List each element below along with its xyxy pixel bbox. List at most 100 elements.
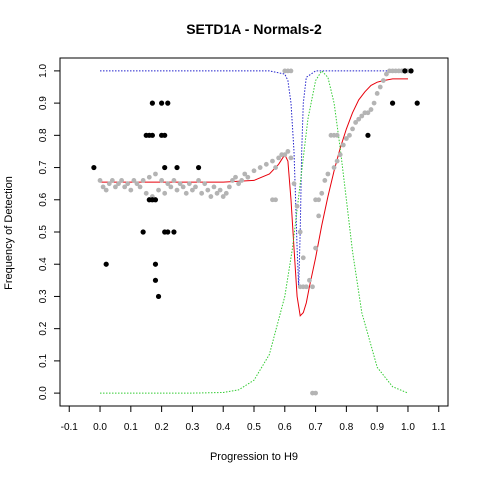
black-point (152, 197, 159, 203)
grey-point (226, 184, 232, 190)
grey-point (165, 181, 171, 187)
black-point (152, 277, 159, 283)
grey-point (125, 181, 131, 187)
grey-point (353, 120, 359, 125)
x-tick-label: 1.0 (401, 422, 415, 433)
grey-point (273, 165, 278, 170)
grey-point (257, 165, 263, 170)
grey-point (310, 284, 315, 290)
grey-point (190, 187, 195, 193)
grey-point (340, 142, 346, 148)
grey-point (365, 110, 371, 116)
grey-point (159, 178, 165, 183)
grey-point (325, 171, 331, 177)
grey-point (291, 181, 297, 187)
y-axis-ticks: 0.0 0.1 0.2 0.3 0.4 0.5 0.6 0.7 0.8 0.9 1.0 (38, 64, 60, 400)
grey-point (384, 71, 389, 77)
x-tick-label: -0.1 (61, 422, 79, 433)
black-point (174, 164, 180, 171)
grey-point (196, 178, 201, 183)
grey-point (131, 178, 137, 183)
grey-point (359, 113, 365, 119)
grey-point (143, 190, 149, 196)
y-tick-label: 1.0 (38, 64, 49, 78)
y-tick-label: 0.1 (38, 354, 49, 368)
grey-point (128, 187, 134, 193)
y-tick-label: 0.2 (38, 321, 49, 335)
grey-point (146, 174, 152, 180)
grey-point (177, 181, 183, 187)
grey-point (217, 187, 223, 193)
grey-point (337, 152, 343, 158)
grey-point (199, 190, 205, 196)
grey-point (134, 181, 140, 187)
grey-point (297, 229, 303, 235)
chart-title: SETD1A - Normals-2 (186, 21, 322, 37)
black-point (389, 100, 396, 106)
grey-point (211, 184, 217, 190)
grey-point (183, 190, 189, 196)
black-point (162, 164, 168, 171)
grey-point (171, 178, 177, 183)
y-tick-label: 0.0 (38, 386, 49, 400)
y-tick-label: 0.5 (38, 225, 49, 239)
grey-point (334, 132, 340, 138)
black-point (171, 229, 177, 235)
grey-point (208, 194, 214, 199)
grey-point (223, 190, 229, 196)
black-point (165, 229, 171, 235)
grey-point (174, 187, 180, 193)
black-point (155, 293, 162, 300)
red-curve (100, 78, 408, 317)
points (91, 68, 420, 396)
x-tick-label: 1.1 (432, 422, 446, 433)
grey-point (245, 174, 251, 180)
y-tick-label: 0.6 (38, 192, 49, 206)
grey-point (233, 174, 238, 180)
y-axis-label: Frequency of Detection (3, 176, 15, 290)
grey-point (374, 91, 380, 96)
x-tick-label: 0.6 (278, 422, 292, 433)
x-tick-label: 0.4 (216, 422, 230, 433)
y-tick-label: 0.9 (38, 96, 49, 110)
black-point (402, 68, 408, 74)
blue-curve (100, 70, 408, 287)
grey-point (377, 84, 383, 90)
x-tick-label: 0.8 (339, 422, 353, 433)
grey-point (288, 68, 294, 74)
black-point (162, 132, 168, 138)
x-axis-label: Progression to H9 (210, 451, 298, 463)
black-point (152, 261, 159, 267)
grey-point (186, 181, 192, 187)
grey-point (300, 255, 306, 261)
black-point (408, 68, 414, 74)
grey-point (230, 178, 235, 183)
grey-point (313, 245, 318, 251)
grey-point (242, 171, 248, 177)
grey-point (239, 178, 245, 183)
grey-point (103, 187, 109, 193)
grey-point (116, 181, 121, 187)
curves (100, 70, 409, 394)
black-point (159, 100, 165, 106)
grey-point (331, 165, 337, 170)
grey-point (270, 158, 275, 164)
grey-point (251, 168, 257, 174)
y-tick-label: 0.7 (38, 160, 49, 174)
grey-point (273, 197, 278, 203)
grey-point (282, 152, 288, 158)
grey-point (236, 181, 242, 187)
grey-point (303, 284, 309, 290)
y-tick-label: 0.4 (38, 257, 49, 271)
grey-point (106, 181, 112, 187)
grey-point (288, 155, 294, 161)
black-point (365, 132, 371, 138)
x-tick-label: 0.7 (309, 422, 323, 433)
grey-point (263, 161, 269, 167)
grey-point (380, 78, 386, 83)
x-tick-label: 0.3 (185, 422, 199, 433)
grey-point (119, 178, 124, 183)
grey-point (307, 277, 312, 283)
grey-point (334, 158, 340, 164)
y-tick-label: 0.3 (38, 289, 49, 303)
